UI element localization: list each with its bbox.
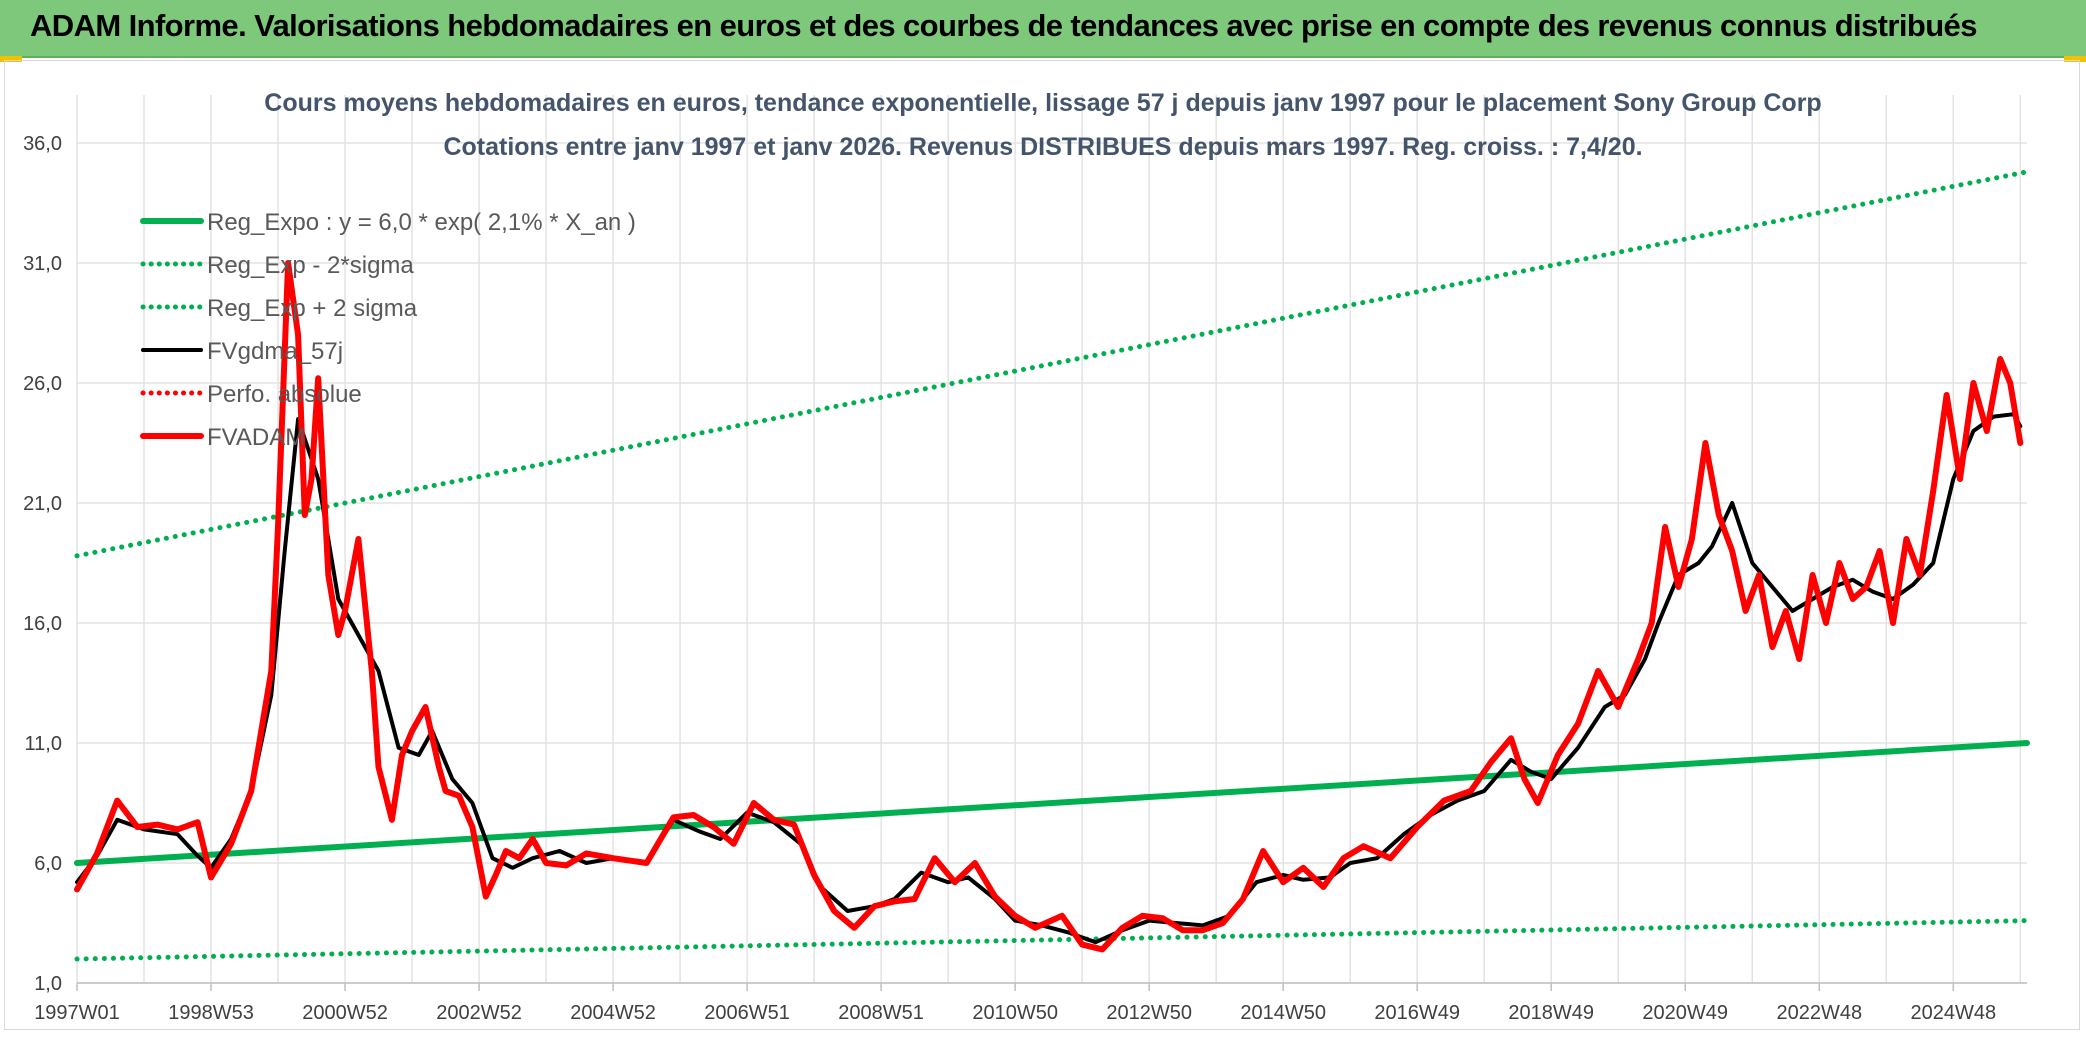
series-line	[74, 918, 2030, 962]
series-line	[74, 169, 2030, 559]
series-layer	[74, 169, 2030, 962]
corner-accent-left	[0, 56, 22, 62]
x-tick-label: 2004W52	[570, 1002, 656, 1024]
x-tick-label: 2018W49	[1508, 1002, 1594, 1024]
legend-label: Perfo. absolue	[207, 381, 362, 408]
chart-subtitle: Cotations entre janv 1997 et janv 2026. …	[443, 133, 1642, 161]
y-tick-label: 31,0	[23, 253, 62, 275]
y-tick-label: 6,0	[34, 853, 62, 875]
x-tick-label: 2000W52	[302, 1002, 388, 1024]
x-tick-label: 2024W48	[1910, 1002, 1996, 1024]
x-tick-label: 2020W49	[1642, 1002, 1728, 1024]
x-tick-label: 2022W48	[1776, 1002, 1862, 1024]
x-tick-label: 1997W01	[34, 1002, 120, 1024]
series-line	[74, 740, 2030, 866]
x-tick-label: 2002W52	[436, 1002, 522, 1024]
y-tick-label: 36,0	[23, 133, 62, 155]
x-tick-label: 1998W53	[168, 1002, 254, 1024]
y-tick-label: 21,0	[23, 493, 62, 515]
x-tick-label: 2010W50	[972, 1002, 1058, 1024]
legend-label: FVgdma_57j	[207, 338, 343, 365]
x-tick-label: 2008W51	[838, 1002, 924, 1024]
series-line	[74, 260, 2024, 953]
legend-label: Reg_Exp - 2*sigma	[207, 252, 414, 279]
legend-label: Reg_Exp + 2 sigma	[207, 295, 418, 322]
x-tick-label: 2014W50	[1240, 1002, 1326, 1024]
x-tick-label: 2016W49	[1374, 1002, 1460, 1024]
x-tick-label: 2006W51	[704, 1002, 790, 1024]
legend-label: FVADAM	[207, 424, 305, 451]
chart-title: Cours moyens hebdomadaires en euros, ten…	[264, 89, 1821, 117]
y-tick-label: 1,0	[34, 973, 62, 995]
x-tick-label: 2012W50	[1106, 1002, 1192, 1024]
y-tick-label: 11,0	[25, 733, 62, 755]
report-header: ADAM Informe. Valorisations hebdomadaire…	[0, 0, 2086, 58]
report-title: ADAM Informe. Valorisations hebdomadaire…	[30, 8, 1977, 43]
y-tick-label: 26,0	[23, 373, 62, 395]
legend-label: Reg_Expo : y = 6,0 * exp( 2,1% * X_an )	[207, 209, 636, 236]
y-tick-label: 16,0	[23, 613, 62, 635]
chart-legend: Reg_Expo : y = 6,0 * exp( 2,1% * X_an ) R…	[140, 209, 636, 451]
corner-accent-right	[2064, 56, 2086, 62]
chart-frame	[4, 60, 2080, 1030]
axis-layer: 1,0 6,0 11,0 16,0 21,0 26,0 31,0 36,0 1997W01 199…	[23, 133, 2027, 1024]
